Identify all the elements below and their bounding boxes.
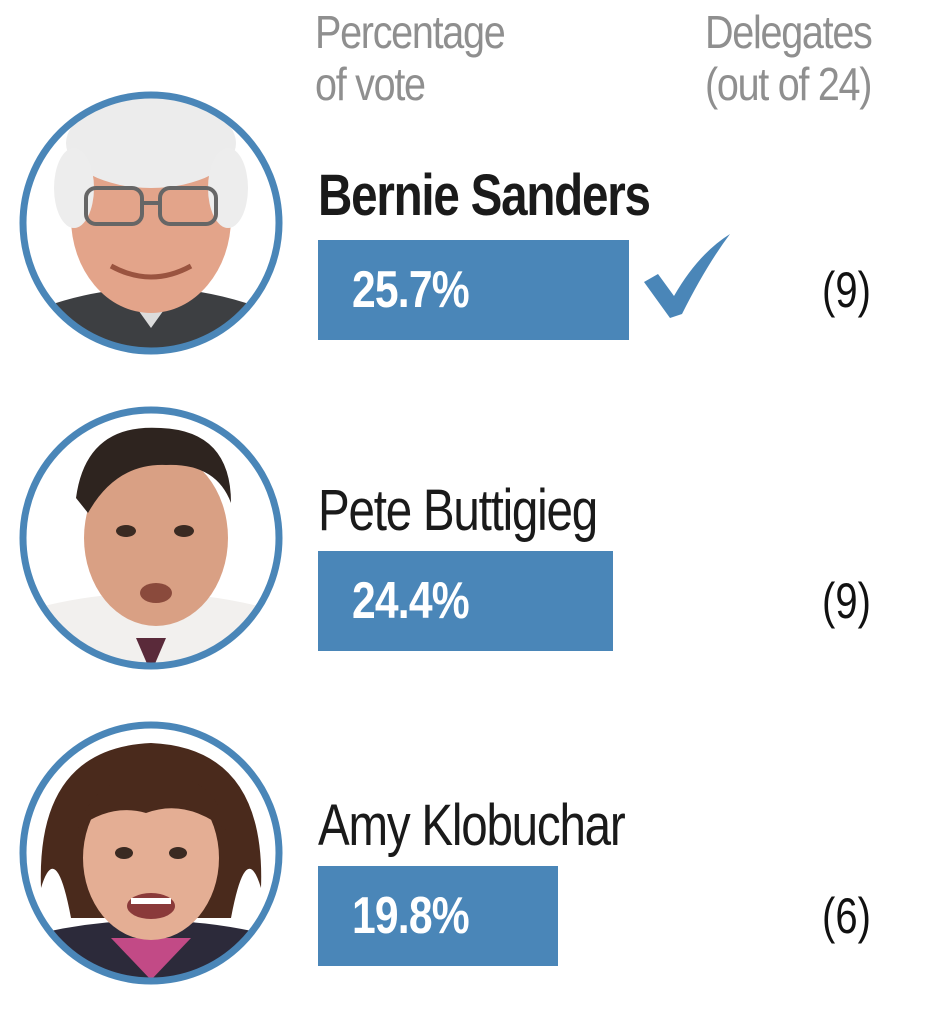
delegates-header-line1: Delegates [705, 6, 873, 58]
vote-bar [318, 866, 558, 966]
delegate-count: (9) [822, 573, 871, 629]
buttigieg-portrait [19, 406, 283, 670]
candidate-name: Bernie Sanders [318, 163, 651, 228]
percentage-header: Percentage of vote [315, 6, 506, 110]
candidate-row-buttigieg: Pete Buttigieg 24.4% (9) [0, 403, 935, 703]
vote-bar [318, 551, 614, 651]
vote-bar-label: 19.8% [352, 887, 470, 945]
delegate-count: (6) [822, 888, 871, 944]
candidate-name: Amy Klobuchar [318, 793, 626, 858]
candidate-name: Pete Buttigieg [318, 478, 598, 543]
vote-bar [318, 240, 629, 340]
delegates-header: Delegates (out of 24) [705, 6, 873, 110]
candidate-row-sanders: Bernie Sanders 25.7% (9) [0, 88, 935, 388]
delegates-header-line2: (out of 24) [705, 58, 872, 110]
sanders-portrait [19, 91, 283, 355]
winner-check-icon [644, 234, 730, 318]
vote-bar-label: 25.7% [352, 261, 470, 319]
candidate-row-klobuchar: Amy Klobuchar 19.8% (6) [0, 718, 935, 1018]
vote-bar-label: 24.4% [352, 572, 470, 630]
percentage-header-line2: of vote [315, 58, 426, 110]
percentage-header-line1: Percentage [315, 6, 506, 58]
klobuchar-portrait [19, 721, 283, 985]
delegate-count: (9) [822, 262, 871, 318]
